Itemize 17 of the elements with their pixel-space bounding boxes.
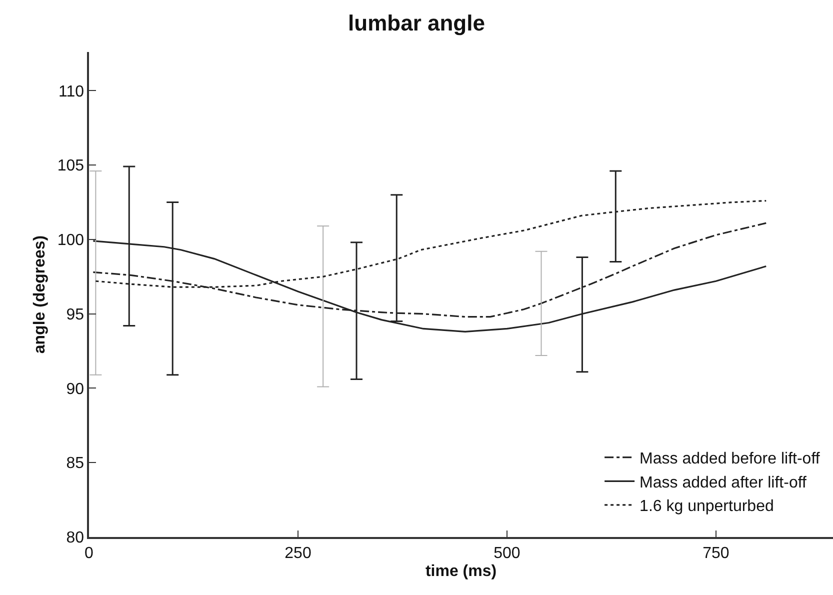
y-tick-label: 95 — [66, 306, 84, 324]
y-tick-label: 110 — [58, 83, 84, 100]
y-tick-label: 90 — [66, 380, 84, 398]
x-tick-label: 500 — [494, 544, 520, 562]
x-tick-label: 250 — [284, 544, 312, 562]
legend-label: Mass added after lift-off — [640, 474, 808, 492]
y-tick-label: 85 — [66, 455, 84, 472]
y-tick-label: 80 — [66, 530, 84, 547]
x-tick-label: 750 — [702, 544, 730, 562]
x-tick-label: 0 — [84, 544, 94, 562]
y-tick-label: 100 — [57, 232, 84, 250]
chart-title: lumbar angle — [348, 10, 485, 36]
y-axis-title: angle (degrees) — [32, 235, 49, 354]
legend-label: Mass added before lift-off — [640, 450, 820, 468]
x-axis-title: time (ms) — [425, 563, 497, 580]
legend-label: 1.6 kg unperturbed — [640, 498, 774, 516]
y-tick-label: 105 — [57, 158, 84, 175]
